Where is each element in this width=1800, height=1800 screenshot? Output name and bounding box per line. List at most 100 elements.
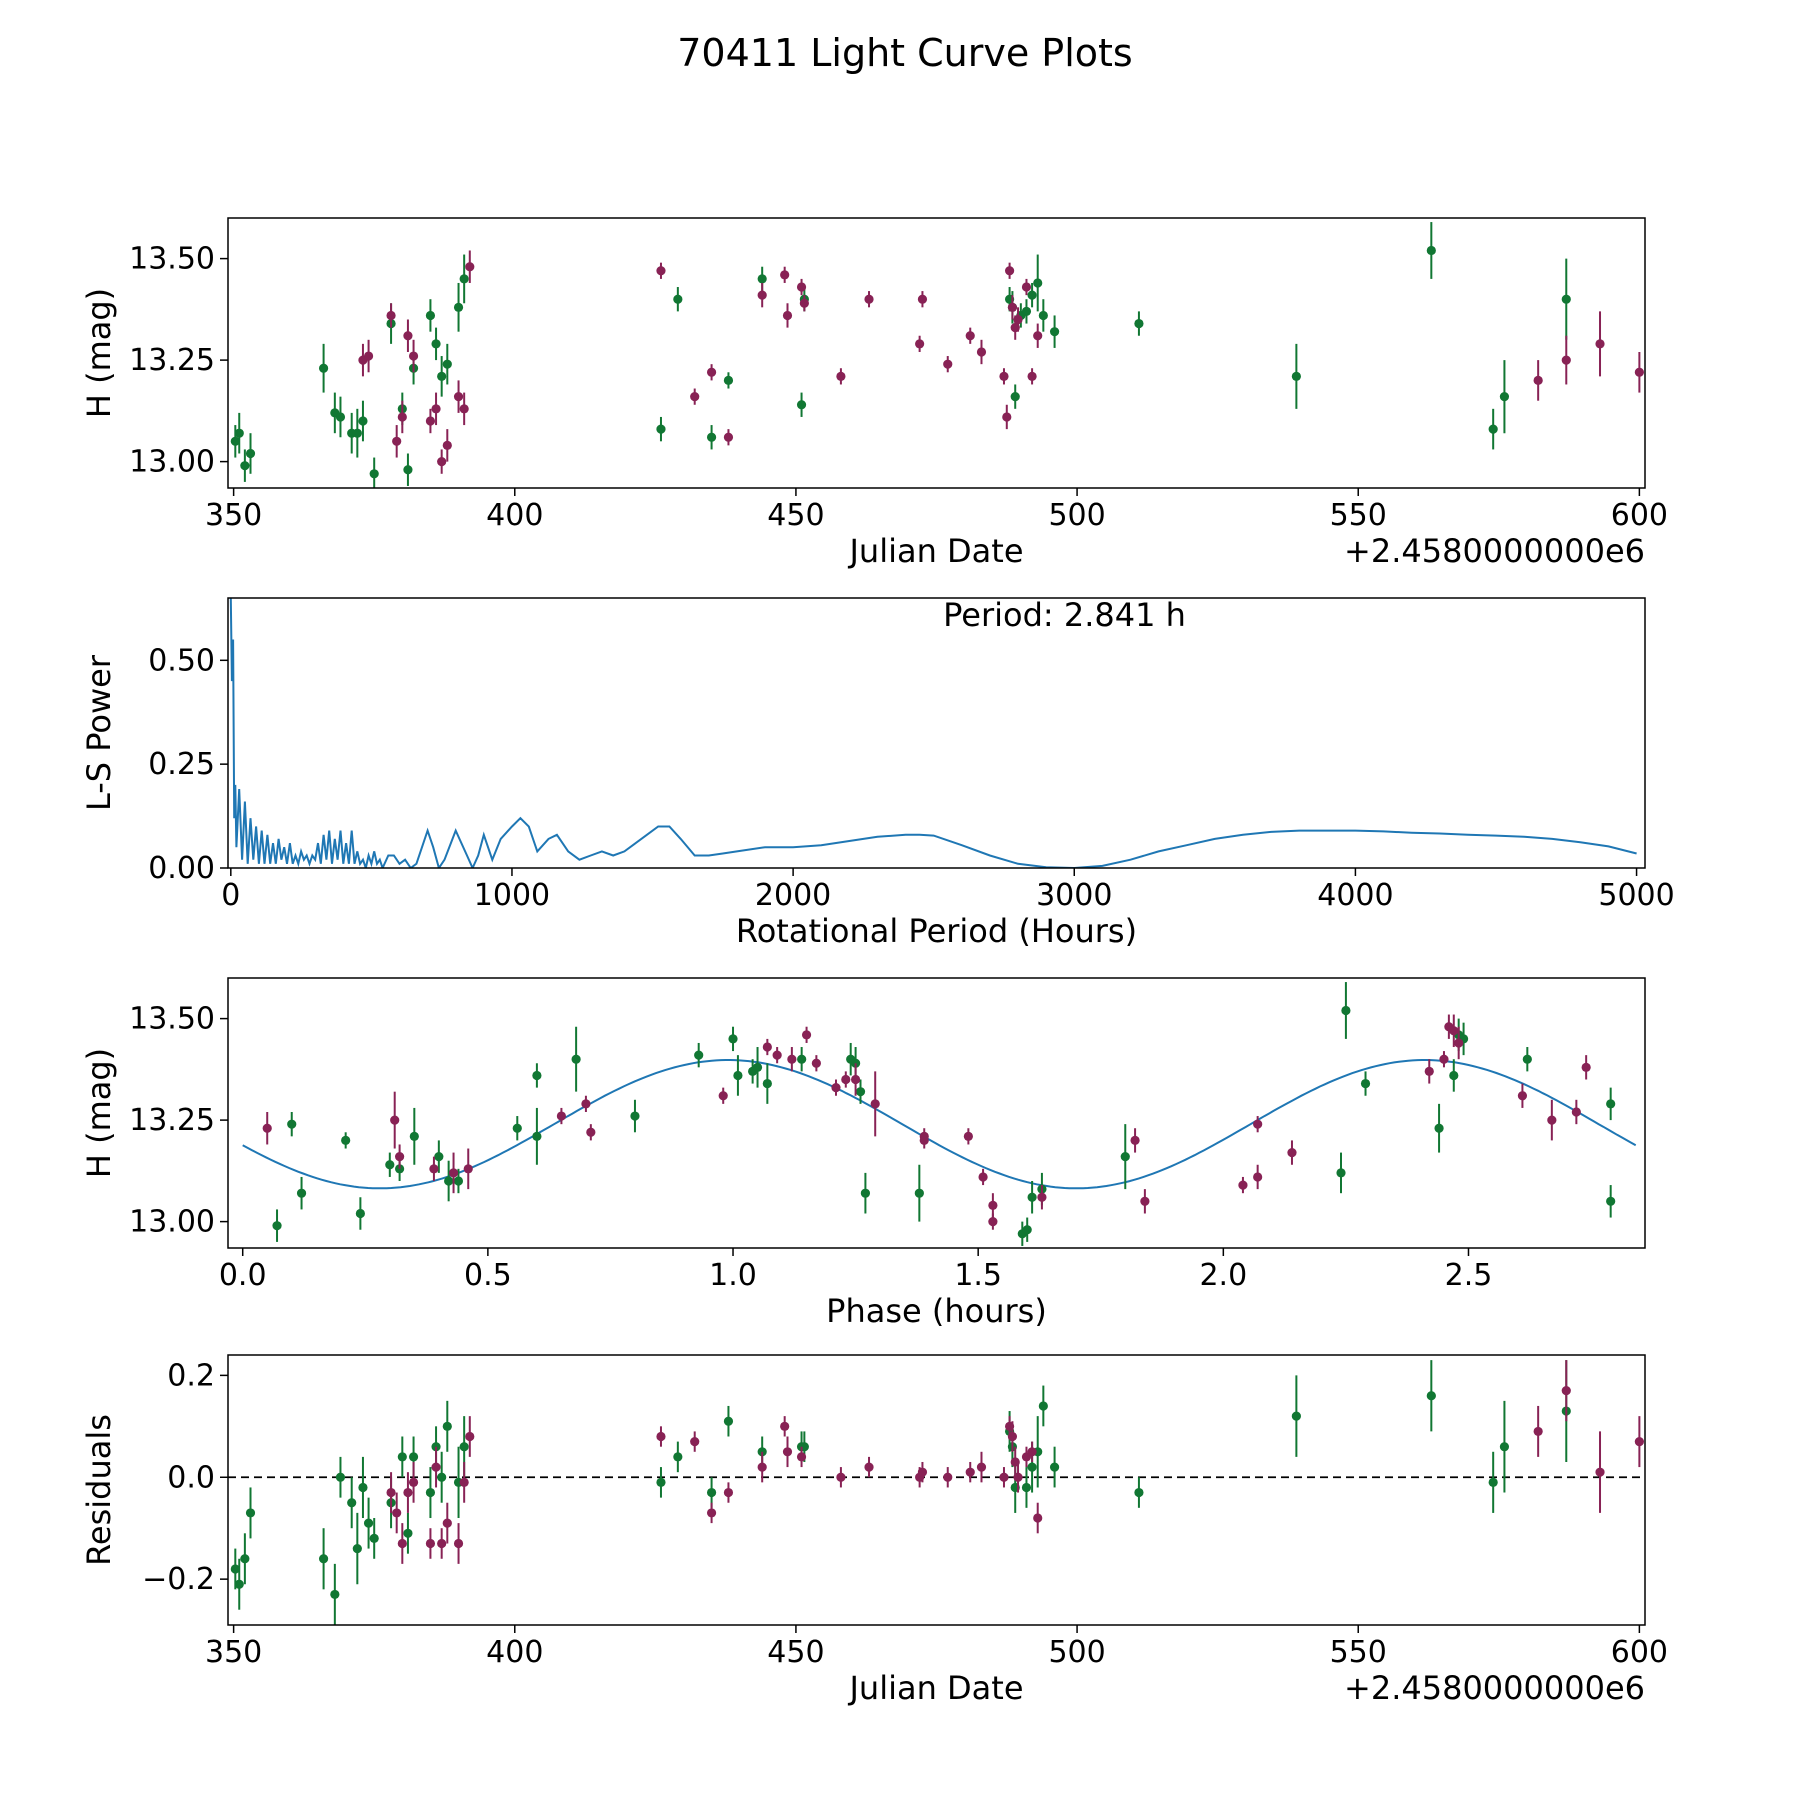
lc-data-point bbox=[1634, 367, 1644, 377]
lc-data-point bbox=[1010, 392, 1020, 402]
phase-data-point bbox=[733, 1070, 743, 1081]
lc-data-point bbox=[437, 457, 447, 467]
phase-data-point bbox=[581, 1099, 591, 1109]
phase-data-point bbox=[988, 1200, 998, 1210]
residuals-data-point bbox=[347, 1498, 357, 1508]
lc-data-point bbox=[408, 351, 419, 361]
phase-y-tick-label: 13.50 bbox=[129, 1002, 215, 1037]
residuals-y-tick-label: −0.2 bbox=[142, 1562, 215, 1597]
phase-x-tick-label: 1.0 bbox=[709, 1258, 757, 1293]
residuals-data-point bbox=[330, 1589, 340, 1600]
phase-data-point bbox=[532, 1070, 542, 1081]
lc-data-point bbox=[425, 416, 436, 426]
lc-data-point bbox=[1002, 412, 1012, 422]
periodogram-x-tick-label: 0 bbox=[221, 878, 240, 913]
lc-data-point bbox=[431, 339, 441, 349]
residuals-data-point bbox=[673, 1452, 683, 1462]
lc-data-point bbox=[1134, 318, 1144, 329]
phase-data-point bbox=[1424, 1066, 1434, 1076]
residuals-data-point bbox=[1634, 1437, 1644, 1447]
phase-data-point bbox=[1606, 1099, 1616, 1109]
phase-data-point bbox=[762, 1078, 772, 1089]
phase-data-point bbox=[1522, 1054, 1532, 1064]
residuals-data-point bbox=[335, 1472, 346, 1482]
residuals-plot-area bbox=[228, 1360, 1645, 1625]
phase-data-point bbox=[1571, 1107, 1581, 1117]
phase-data-point bbox=[532, 1131, 542, 1141]
phase-data-point bbox=[453, 1176, 464, 1186]
residuals-x-tick-label: 400 bbox=[486, 1635, 543, 1670]
lc-plot-area bbox=[230, 222, 1644, 488]
phase-fit-curve bbox=[242, 1059, 1637, 1190]
phase-data-point bbox=[1287, 1147, 1297, 1158]
lc-data-point bbox=[915, 339, 925, 349]
residuals-data-point bbox=[943, 1472, 953, 1482]
phase-data-point bbox=[1027, 1192, 1037, 1202]
periodogram-y-tick-label: 0.00 bbox=[148, 851, 215, 886]
lc-data-point bbox=[397, 412, 407, 422]
lc-data-point bbox=[425, 310, 436, 321]
phase-plot-area bbox=[242, 982, 1637, 1246]
residuals-data-point bbox=[403, 1528, 413, 1538]
lc-data-point bbox=[723, 432, 734, 442]
phase-data-point bbox=[762, 1042, 772, 1052]
residuals-data-point bbox=[442, 1518, 452, 1528]
lc-data-point bbox=[1027, 371, 1037, 381]
lc-data-point bbox=[363, 351, 374, 361]
residuals-data-point bbox=[690, 1437, 700, 1447]
lc-x-offset-text: +2.4580000000e6 bbox=[1344, 532, 1645, 570]
phase-data-point bbox=[390, 1115, 400, 1125]
residuals-data-point bbox=[459, 1442, 469, 1452]
residuals-data-point bbox=[386, 1487, 396, 1498]
lc-data-point bbox=[465, 262, 475, 272]
periodogram-period-annotation: Period: 2.841 h bbox=[943, 596, 1186, 634]
residuals-y-tick-label: 0.0 bbox=[167, 1460, 215, 1495]
phase-data-point bbox=[1606, 1196, 1616, 1206]
lc-data-point bbox=[1426, 245, 1436, 256]
residuals-data-point bbox=[999, 1472, 1009, 1482]
lc-data-point bbox=[1049, 327, 1060, 337]
lc-data-point bbox=[976, 347, 987, 357]
lc-data-point bbox=[318, 363, 329, 373]
phase-data-point bbox=[1037, 1192, 1047, 1202]
phase-data-point bbox=[914, 1188, 924, 1198]
residuals-axes-frame bbox=[227, 1354, 1646, 1626]
phase-data-point bbox=[1253, 1119, 1263, 1129]
residuals-data-point bbox=[976, 1462, 987, 1472]
phase-data-point bbox=[512, 1123, 522, 1133]
phase-series-purple bbox=[262, 1014, 1591, 1230]
phase-data-point bbox=[1449, 1026, 1459, 1036]
phase-data-point bbox=[694, 1050, 704, 1060]
residuals-data-point bbox=[1021, 1482, 1032, 1493]
phase-x-axis-label: Phase (hours) bbox=[826, 1292, 1047, 1330]
panel-periodogram: 0 1000 2000 3000 4000 5000 0.00 0.25 0.50 Rotatio… bbox=[80, 596, 1675, 950]
panel-residuals: 350 400 450 500 550 600 −0.2 0.0 0.2 Julian Date R… bbox=[80, 1354, 1668, 1707]
residuals-data-point bbox=[1291, 1411, 1301, 1421]
residuals-data-point bbox=[757, 1462, 767, 1472]
phase-x-tick-label: 0.5 bbox=[464, 1258, 512, 1293]
phase-data-point bbox=[556, 1111, 567, 1121]
phase-data-point bbox=[1341, 1005, 1351, 1016]
phase-data-point bbox=[1360, 1078, 1371, 1089]
residuals-data-point bbox=[425, 1538, 436, 1549]
residuals-data-point bbox=[723, 1416, 734, 1426]
phase-y-axis-label: H (mag) bbox=[80, 1048, 118, 1178]
residuals-data-point bbox=[453, 1538, 464, 1549]
residuals-data-point bbox=[369, 1533, 379, 1543]
residuals-series-purple bbox=[386, 1360, 1644, 1564]
lc-data-point bbox=[459, 274, 469, 284]
periodogram-x-tick-label: 5000 bbox=[1598, 878, 1674, 913]
lc-y-tick-label: 13.50 bbox=[129, 242, 215, 277]
phase-data-point bbox=[752, 1062, 763, 1072]
phase-data-point bbox=[787, 1054, 797, 1064]
lc-data-point bbox=[1033, 278, 1043, 288]
lc-data-point bbox=[1561, 355, 1571, 365]
phase-x-tick-label: 2.0 bbox=[1199, 1258, 1247, 1293]
lc-data-point bbox=[1499, 392, 1510, 402]
phase-data-point bbox=[1130, 1135, 1140, 1146]
residuals-data-point bbox=[1561, 1386, 1571, 1396]
lc-data-point bbox=[442, 440, 452, 450]
lc-data-point bbox=[358, 416, 368, 426]
lc-y-tick-label: 13.00 bbox=[129, 445, 215, 480]
residuals-data-point bbox=[1533, 1426, 1543, 1437]
